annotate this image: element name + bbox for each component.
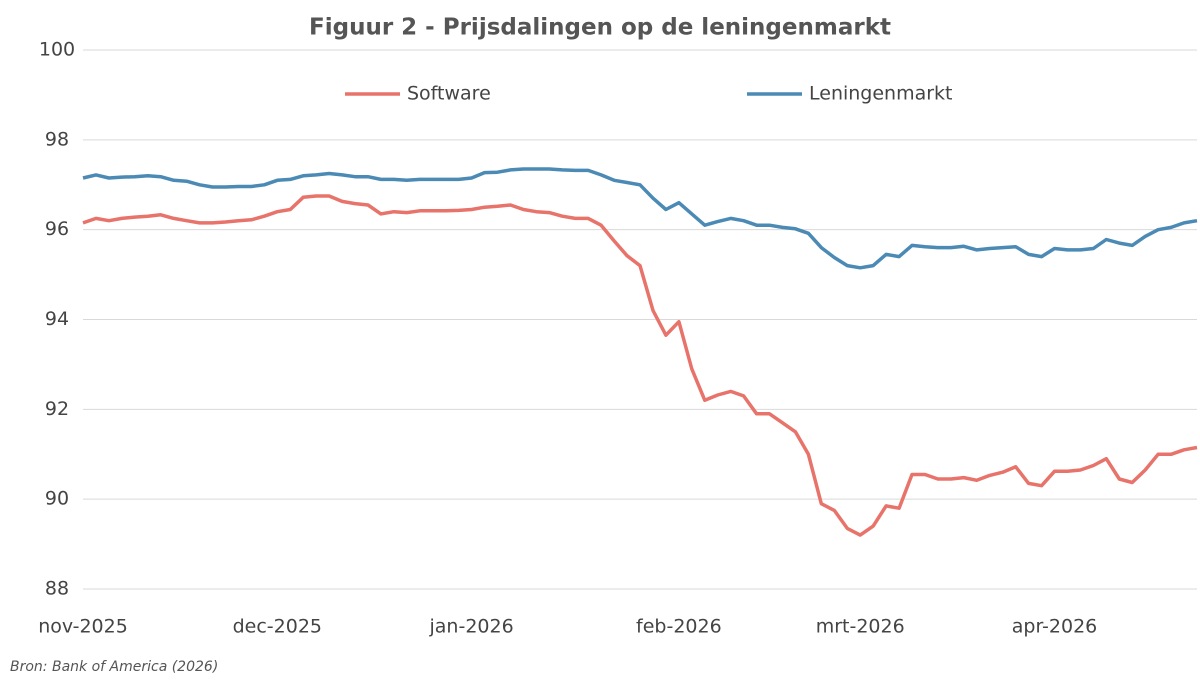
- source-note: Bron: Bank of America (2026): [10, 659, 218, 675]
- y-tick-label: 92: [45, 398, 69, 420]
- legend-label: Leningenmarkt: [809, 83, 953, 105]
- line-series: [82, 194, 1198, 537]
- x-tick-label: apr-2026: [1012, 616, 1098, 638]
- x-tick-label: feb-2026: [636, 616, 722, 638]
- line-series: [82, 167, 1198, 270]
- x-tick-label: dec-2025: [233, 616, 322, 638]
- y-tick-label: 90: [45, 488, 69, 510]
- x-tick-label: jan-2026: [429, 616, 514, 638]
- y-tick-label: 88: [45, 578, 69, 600]
- x-tick-label: nov-2025: [38, 616, 128, 638]
- legend-label: Software: [407, 83, 491, 105]
- chart-title: Figuur 2 - Prijsdalingen op de leningenm…: [309, 15, 891, 41]
- y-tick-label: 96: [45, 218, 69, 240]
- y-tick-label: 94: [45, 308, 69, 330]
- x-tick-label: mrt-2026: [816, 616, 905, 638]
- y-tick-label: 100: [39, 39, 75, 61]
- y-tick-label: 98: [45, 128, 69, 150]
